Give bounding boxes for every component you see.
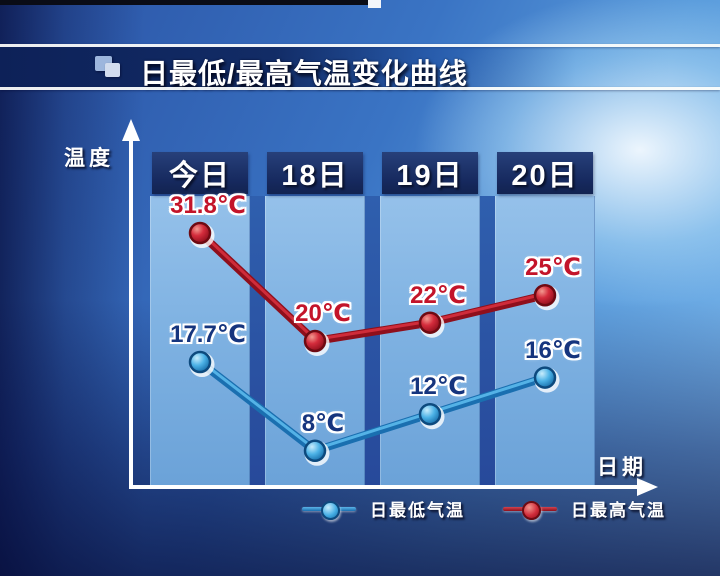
column-separator <box>250 196 265 487</box>
day-header-18: 18日 <box>267 152 363 194</box>
max-temp-value-label: 22℃ <box>410 281 466 309</box>
max-temp-value-label: 31.8℃ <box>170 192 246 220</box>
max-temp-legend-marker-icon <box>503 499 557 520</box>
min-temp-value-label: 12℃ <box>410 373 466 401</box>
legend-label-max: 日最高气温 <box>571 501 666 520</box>
top-white-notch <box>368 0 381 8</box>
column-separator <box>365 196 380 487</box>
page-title: 日最低/最高气温变化曲线 <box>140 58 468 89</box>
min-temp-value-label: 17.7℃ <box>170 321 246 349</box>
top-black-strip <box>0 0 377 5</box>
max-temp-value-label: 25℃ <box>525 254 581 282</box>
max-temp-value-label: 20℃ <box>295 300 351 327</box>
y-axis-arrow-icon <box>122 119 140 141</box>
day-header-20: 20日 <box>497 152 593 194</box>
day-column-body <box>380 196 480 487</box>
title-divider-top <box>0 44 720 47</box>
title-divider-bottom <box>0 87 720 90</box>
y-axis-label: 温度 <box>64 147 114 170</box>
column-separator <box>480 196 495 487</box>
chart-legend: 日最低气温 日最高气温 <box>302 496 704 521</box>
logo-icon-overlay <box>105 63 120 77</box>
min-temp-legend-marker-icon <box>302 499 356 520</box>
day-header-today: 今日 <box>152 152 248 194</box>
min-temp-value-label: 16℃ <box>525 336 581 364</box>
x-axis-label: 日期 <box>597 456 647 479</box>
min-temp-value-label: 8℃ <box>301 409 345 437</box>
title-bar: 日最低/最高气温变化曲线 <box>0 47 720 89</box>
day-header-19: 19日 <box>382 152 478 194</box>
legend-label-min: 日最低气温 <box>370 501 465 520</box>
legend-item-max-temp: 日最高气温 <box>503 496 666 521</box>
day-column-body <box>265 196 365 487</box>
legend-item-min-temp: 日最低气温 <box>302 496 465 521</box>
